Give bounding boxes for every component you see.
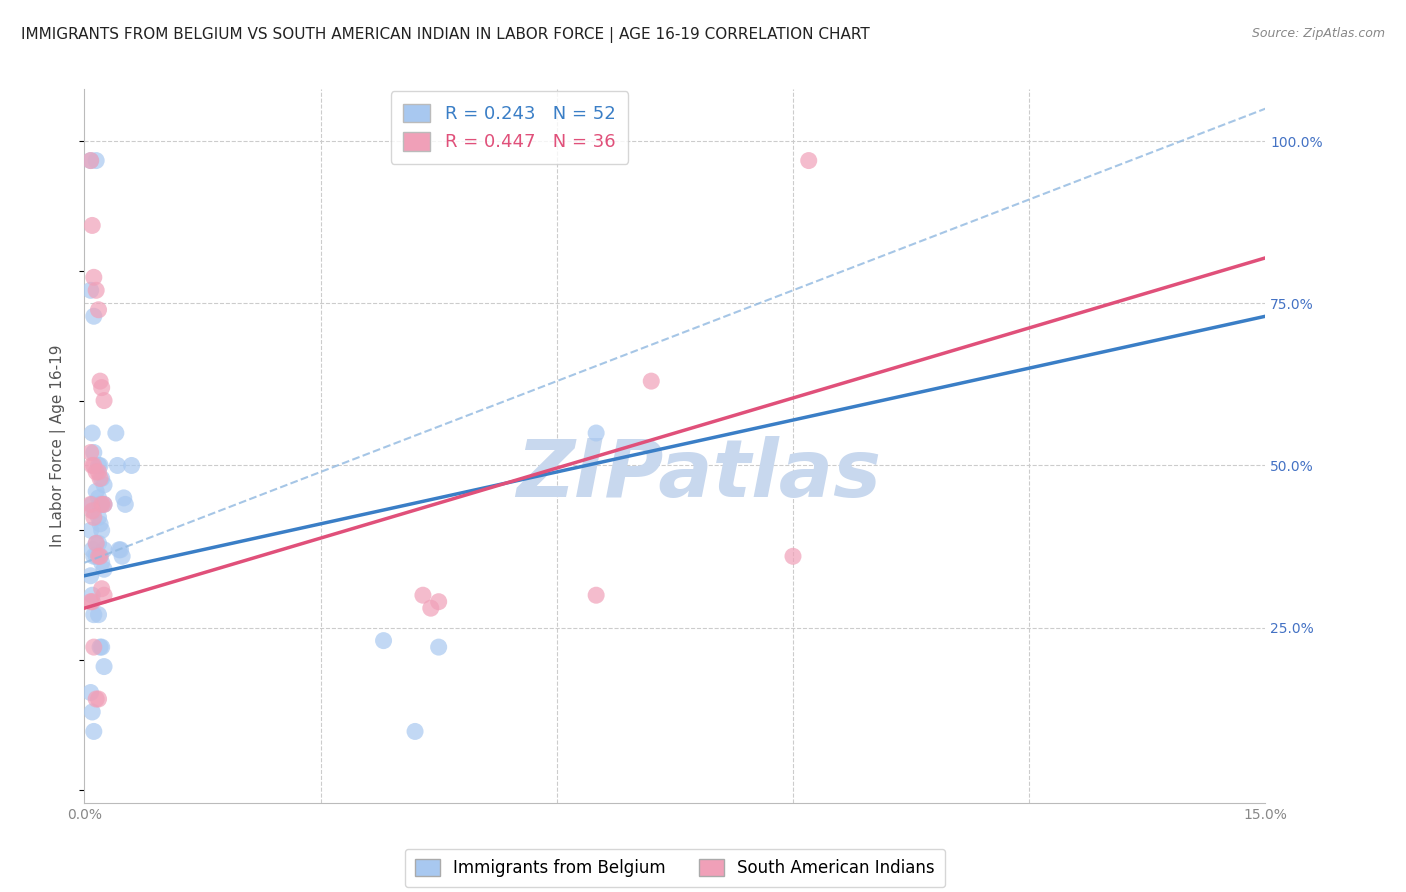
Point [84,536,107,550]
Point [87,549,110,564]
Point [87,458,110,473]
Text: IMMIGRANTS FROM BELGIUM VS SOUTH AMERICAN INDIAN IN LABOR FORCE | AGE 16-19 CORR: IMMIGRANTS FROM BELGIUM VS SOUTH AMERICA… [21,27,870,43]
Point [79,524,101,538]
Point [89,640,111,654]
Point [89,497,111,511]
Y-axis label: In Labor Force | Age 16-19: In Labor Force | Age 16-19 [49,344,66,548]
Point [93,497,115,511]
Point [89,549,111,564]
Point [90,497,112,511]
Point [121,458,143,473]
Point [87,491,110,505]
Point [84,153,107,168]
Point [83,504,105,518]
Point [782,549,804,564]
Point [84,465,107,479]
Point [93,588,115,602]
Point [93,562,115,576]
Point [79,153,101,168]
Text: ZIPatlas: ZIPatlas [516,435,882,514]
Point [89,516,111,531]
Point [84,536,107,550]
Point [89,458,111,473]
Point [107,458,129,473]
Point [82,504,104,518]
Point [90,556,112,570]
Point [83,607,105,622]
Text: Source: ZipAtlas.com: Source: ZipAtlas.com [1251,27,1385,40]
Point [83,724,105,739]
Point [89,549,111,564]
Point [93,393,115,408]
Point [585,588,607,602]
Point [87,692,110,706]
Point [79,153,101,168]
Point [90,582,112,596]
Point [83,458,105,473]
Point [83,510,105,524]
Point [797,153,820,168]
Point [87,510,110,524]
Point [412,588,434,602]
Point [79,595,101,609]
Point [82,425,104,440]
Point [111,549,134,564]
Point [89,471,111,485]
Point [419,601,441,615]
Point [83,310,105,324]
Point [373,633,395,648]
Point [90,640,112,654]
Point [90,471,112,485]
Point [79,685,101,699]
Point [83,270,105,285]
Point [93,478,115,492]
Point [82,588,104,602]
Point [82,219,104,233]
Point [84,283,107,297]
Point [82,595,104,609]
Point [83,549,105,564]
Point [112,491,135,505]
Point [93,659,115,673]
Point [82,705,104,719]
Point [640,374,662,388]
Point [90,524,112,538]
Point [82,497,104,511]
Point [84,549,107,564]
Point [83,445,105,459]
Point [82,542,104,557]
Point [108,542,131,557]
Point [585,425,607,440]
Point [90,381,112,395]
Point [89,374,111,388]
Point [87,302,110,317]
Point [87,465,110,479]
Point [84,692,107,706]
Point [79,497,101,511]
Point [82,458,104,473]
Point [87,536,110,550]
Point [114,497,136,511]
Point [93,497,115,511]
Point [90,497,112,511]
Point [104,425,127,440]
Point [79,283,101,297]
Point [93,542,115,557]
Point [110,542,132,557]
Point [83,640,105,654]
Legend: Immigrants from Belgium, South American Indians: Immigrants from Belgium, South American … [405,849,945,888]
Point [404,724,426,739]
Point [84,484,107,499]
Point [79,568,101,582]
Point [427,595,450,609]
Point [427,640,450,654]
Point [87,607,110,622]
Point [79,445,101,459]
